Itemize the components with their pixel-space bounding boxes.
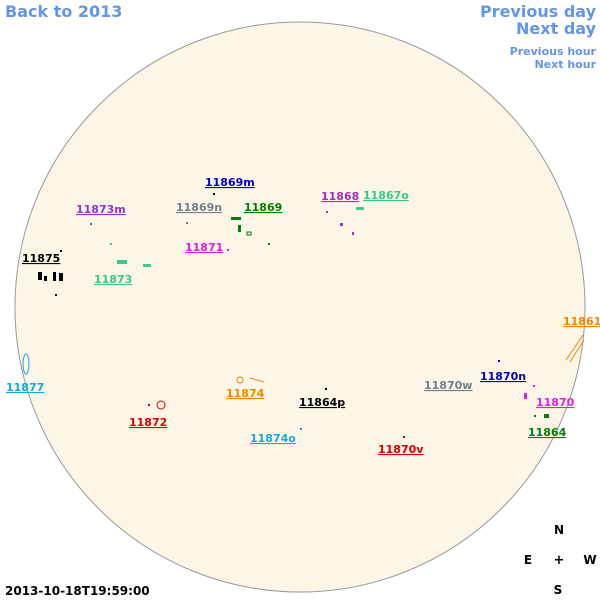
region-label[interactable]: 11869n (176, 201, 222, 214)
sunspots (22, 193, 585, 438)
region-label[interactable]: 11870w (424, 379, 472, 392)
next-hour-link[interactable]: Next hour (534, 58, 597, 71)
previous-hour-link[interactable]: Previous hour (509, 45, 596, 58)
region-label[interactable]: 11873 (94, 273, 132, 286)
region-label[interactable]: 11864 (528, 426, 567, 439)
next-day-link[interactable]: Next day (516, 19, 596, 38)
compass-center: + (554, 553, 565, 568)
compass: N E + W S (524, 523, 597, 597)
region-label[interactable]: 11872 (129, 416, 167, 429)
back-link[interactable]: Back to 2013 (5, 2, 123, 21)
region-label[interactable]: 11869 (244, 201, 282, 214)
compass-south: S (554, 583, 563, 597)
region-label[interactable]: 11875 (22, 252, 60, 265)
region-label[interactable]: 11877 (6, 381, 44, 394)
solar-disk (14, 21, 586, 593)
region-labels: 11869m 11873m 11869n 11869 11868 11867o 11871 1… (6, 176, 600, 456)
timestamp: 2013-10-18T19:59:00 (5, 584, 150, 598)
compass-east: E (524, 553, 532, 567)
region-label[interactable]: 11870 (536, 396, 575, 409)
region-label[interactable]: 11870n (480, 370, 526, 383)
region-label[interactable]: 11874o (250, 432, 296, 445)
region-label[interactable]: 11871 (185, 241, 223, 254)
region-label[interactable]: 11861 (563, 315, 600, 328)
compass-west: W (583, 553, 596, 567)
region-label[interactable]: 11868 (321, 190, 359, 203)
region-label[interactable]: 11867o (363, 189, 409, 202)
region-label[interactable]: 11874 (226, 387, 265, 400)
region-label[interactable]: 11870v (378, 443, 424, 456)
compass-north: N (554, 523, 564, 537)
region-label[interactable]: 11864p (299, 396, 345, 409)
region-label[interactable]: 11873m (76, 203, 126, 216)
previous-day-link[interactable]: Previous day (479, 2, 596, 21)
region-label[interactable]: 11869m (205, 176, 255, 189)
